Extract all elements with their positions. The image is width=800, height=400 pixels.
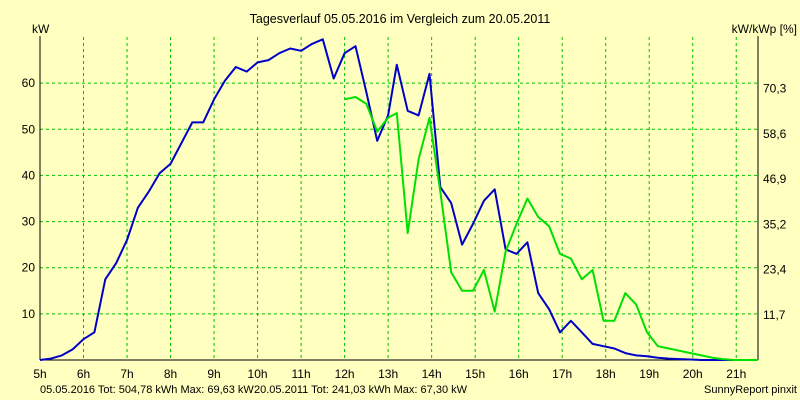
y-tick-left-20: 20 [22, 261, 36, 275]
x-tick-10h: 10h [248, 367, 268, 381]
x-tick-7h: 7h [120, 367, 133, 381]
x-tick-5h: 5h [33, 367, 46, 381]
y-tick-left-50: 50 [22, 122, 36, 136]
x-tick-14h: 14h [422, 367, 442, 381]
tick-labels: 5h 6h 7h 8h 9h 10h 11h 12h 13h 14h 15h 16h 17h 18h 19h… [22, 76, 787, 381]
y-tick-right-3: 46,9 [763, 172, 787, 186]
x-tick-8h: 8h [164, 367, 177, 381]
x-tick-15h: 15h [465, 367, 485, 381]
x-tick-17h: 17h [552, 367, 572, 381]
x-tick-12h: 12h [335, 367, 355, 381]
y-tick-right-1: 23,4 [763, 263, 787, 277]
series-line-20.05.2011 [344, 96, 758, 361]
y-tick-left-60: 60 [22, 76, 36, 90]
x-tick-16h: 16h [509, 367, 529, 381]
y-tick-left-40: 40 [22, 168, 36, 182]
y-tick-left-30: 30 [22, 215, 36, 229]
chart-title: Tagesverlauf 05.05.2016 im Vergleich zum… [250, 12, 551, 26]
x-tick-9h: 9h [207, 367, 220, 381]
y-axis-left-label: kW [32, 22, 50, 36]
footer-series2: 20.05.2011 Tot: 241,03 kWh Max: 67,30 kW [254, 384, 468, 396]
footer-series1: 05.05.2016 Tot: 504,78 kWh Max: 69,63 kW [40, 384, 254, 396]
y-tick-right-4: 58,6 [763, 127, 787, 141]
y-axis-right-label: kW/kWp [%] [732, 22, 797, 36]
y-tick-right-2: 35,2 [763, 217, 787, 231]
series-lines [39, 38, 758, 361]
y-tick-left-10: 10 [22, 307, 36, 321]
footer-credit: SunnyReport pinxit [704, 384, 797, 396]
x-tick-18h: 18h [596, 367, 616, 381]
y-tick-right-5: 70,3 [763, 82, 787, 96]
x-tick-6h: 6h [77, 367, 90, 381]
series-line-05.05.2016 [39, 38, 758, 361]
x-tick-20h: 20h [683, 367, 703, 381]
axes [39, 36, 759, 361]
x-tick-21h: 21h [726, 367, 746, 381]
y-tick-right-0: 11,7 [763, 308, 786, 322]
x-tick-19h: 19h [639, 367, 659, 381]
x-tick-11h: 11h [292, 367, 311, 381]
grid-lines [40, 37, 758, 360]
x-tick-13h: 13h [378, 367, 398, 381]
